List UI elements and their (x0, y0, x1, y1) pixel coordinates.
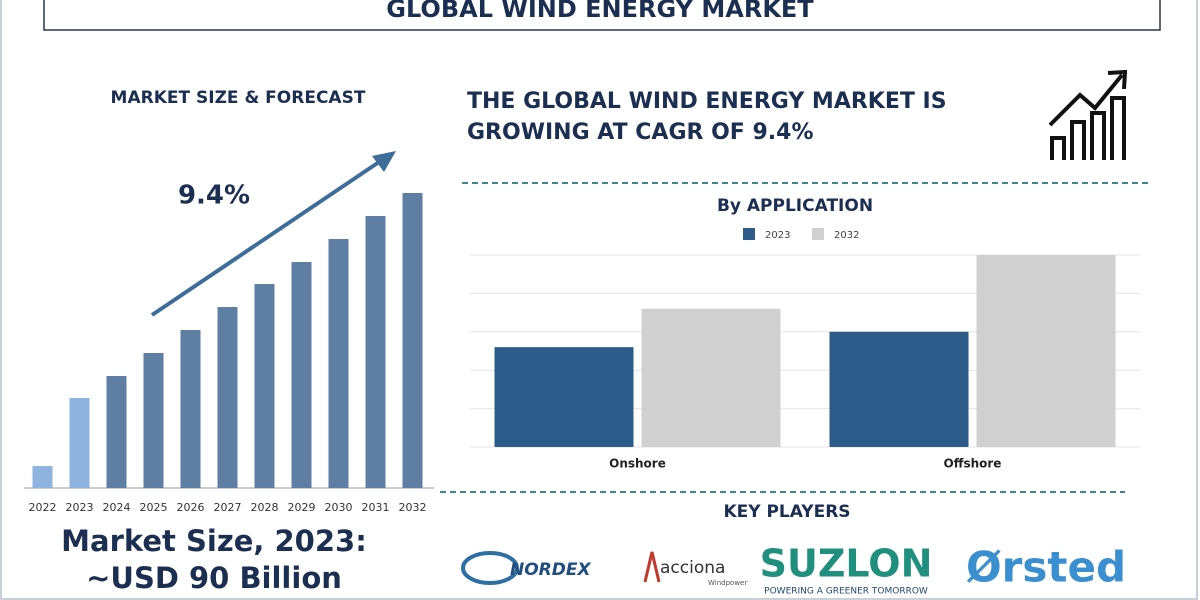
logo-tagline: Windpower (708, 579, 747, 587)
growth-arrow (150, 156, 387, 317)
chart-title: MARKET SIZE & FORECAST (111, 88, 366, 108)
market-size-label: Market Size, 2023: (61, 524, 367, 558)
header-box (43, 0, 1161, 31)
x-tick-label: 2030 (325, 501, 353, 514)
section-title: KEY PLAYERS (723, 502, 850, 522)
x-tick-label: 2026 (177, 501, 205, 514)
logo-text: NORDEX (510, 560, 591, 580)
bar (328, 239, 349, 488)
bar (32, 466, 53, 488)
header-title: GLOBAL WIND ENERGY MARKET (386, 0, 814, 23)
bar (976, 255, 1116, 447)
bar (106, 376, 127, 488)
arrow-head (372, 151, 396, 172)
x-tick-label: 2025 (140, 501, 168, 514)
bar (143, 353, 164, 488)
growth-icon (1048, 69, 1128, 160)
bar (365, 216, 386, 488)
market-size-value: ~USD 90 Billion (86, 561, 342, 595)
logo-text: SUZLON (760, 542, 933, 586)
annotation: 9.4% (178, 181, 250, 211)
acciona-logo: acciona Windpower (643, 551, 747, 587)
x-tick-label: Offshore (944, 457, 1002, 471)
legend-label: 2032 (834, 230, 859, 241)
bar (180, 330, 201, 488)
bar (69, 398, 90, 488)
x-tick-label: 2023 (66, 501, 94, 514)
x-tick-label: 2022 (29, 501, 57, 514)
headline: THE GLOBAL WIND ENERGY MARKET IS (467, 89, 947, 114)
x-tick-label: Onshore (609, 457, 666, 471)
logo-tagline: POWERING A GREENER TOMORROW (764, 587, 928, 597)
legend-swatch (812, 228, 824, 240)
x-tick-label: 2032 (399, 501, 427, 514)
logo-text: acciona (660, 558, 725, 578)
bar (254, 284, 275, 488)
bar (829, 331, 969, 447)
x-tick-label: 2028 (251, 501, 279, 514)
bar (494, 347, 634, 447)
x-tick-label: 2031 (362, 501, 390, 514)
bar (291, 262, 312, 488)
headline: GROWING AT CAGR OF 9.4% (467, 120, 814, 145)
bar (402, 193, 423, 488)
bar (641, 308, 781, 447)
x-tick-label: 2024 (103, 501, 131, 514)
logo-text: Ørsted (966, 543, 1126, 592)
bar (217, 307, 238, 488)
nordex-logo: NORDEX (461, 551, 591, 585)
x-tick-label: 2027 (214, 501, 242, 514)
x-tick-label: 2029 (288, 501, 316, 514)
legend-swatch (743, 228, 755, 240)
legend-label: 2023 (765, 230, 790, 241)
chart-title: By APPLICATION (717, 196, 873, 216)
